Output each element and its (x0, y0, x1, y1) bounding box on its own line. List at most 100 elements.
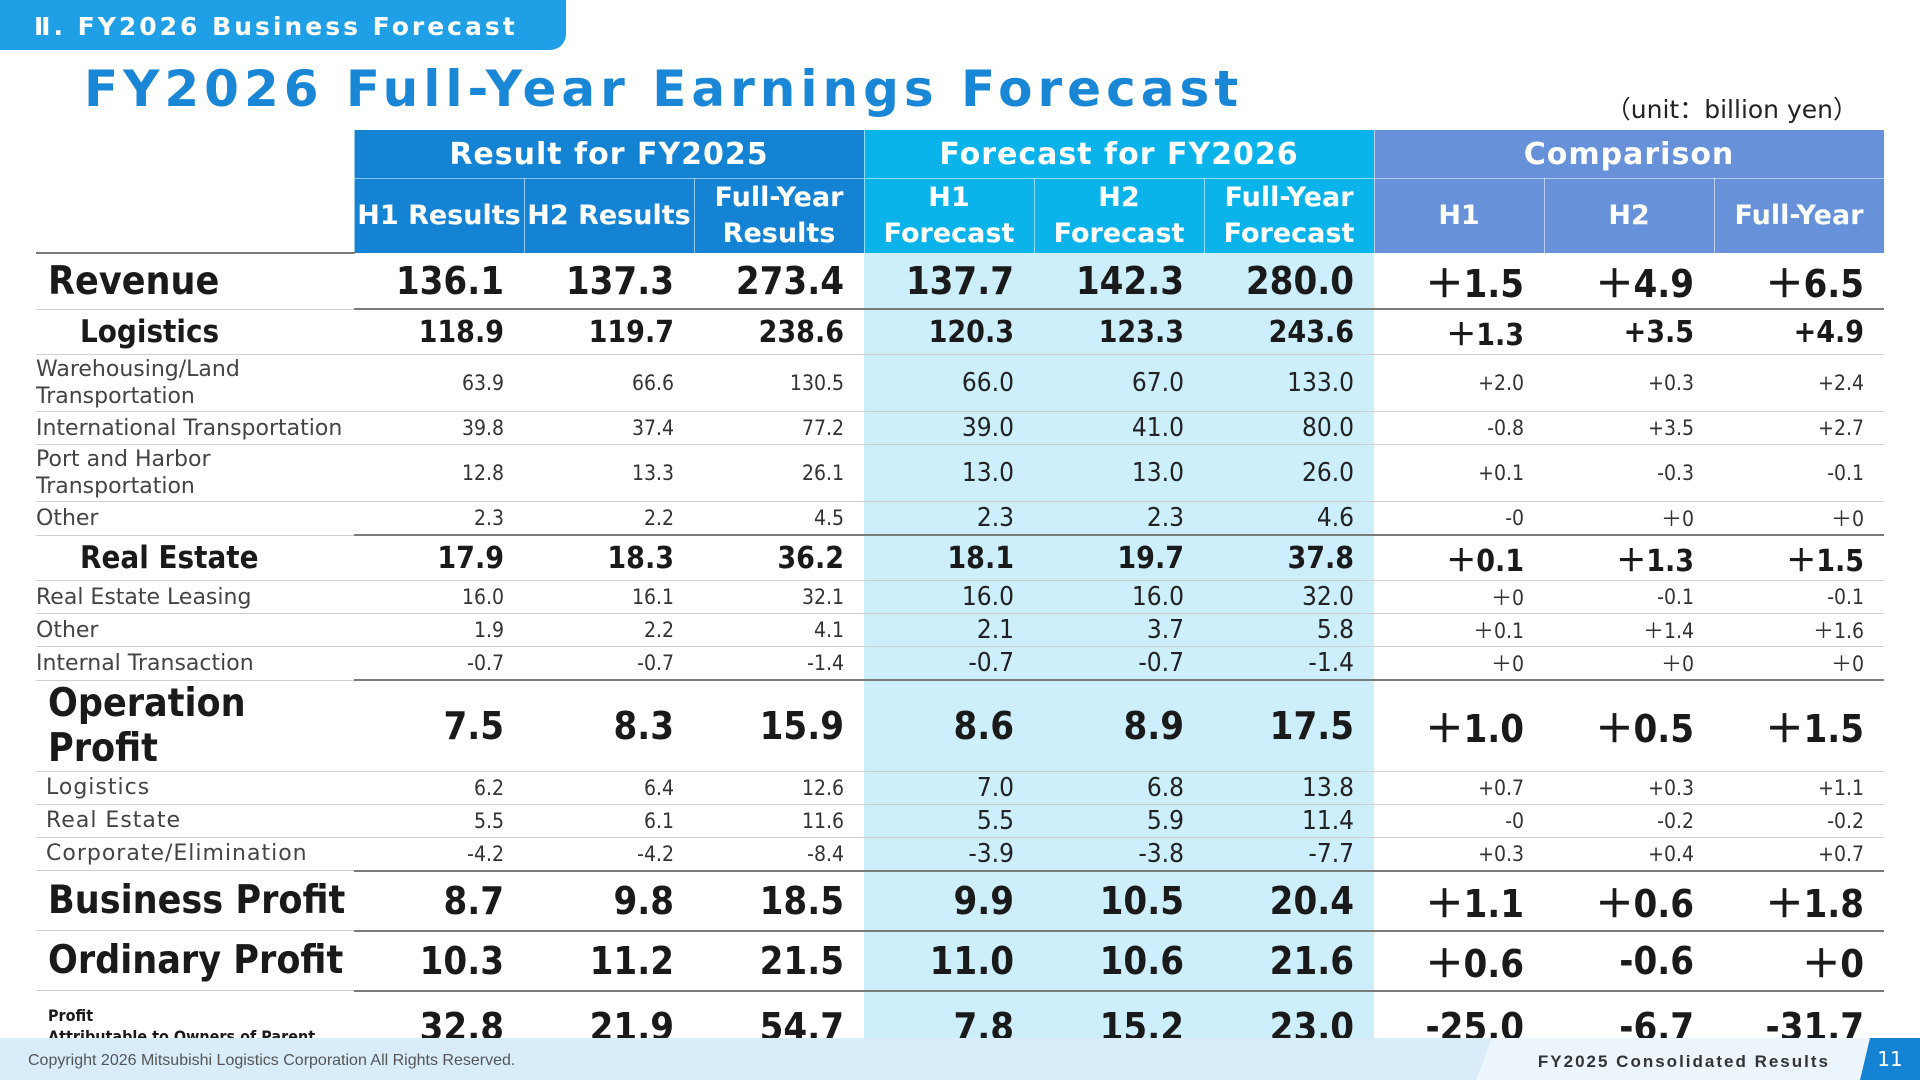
unit-label: （unit：billion yen） (1605, 95, 1858, 124)
value-cell: 19.7 (1034, 535, 1204, 581)
value-cell: 2.1 (864, 613, 1034, 647)
value-cell: 10.6 (1034, 930, 1204, 992)
value-cell: 17.5 (1204, 680, 1375, 772)
value-cell: 63.9 (354, 354, 524, 412)
value-cell: 13.3 (524, 444, 694, 502)
table-row: Corporate/Elimination -4.2 -4.2 -8.4 -3.9 -3.… (36, 837, 1885, 872)
value-cell: -0.1 (1544, 580, 1715, 614)
value-cell: 10.5 (1034, 870, 1204, 932)
value-cell: -0.7 (354, 646, 524, 681)
value-cell: 280.0 (1204, 253, 1375, 310)
value-cell: 16.0 (1034, 580, 1204, 614)
value-cell: 32.0 (1204, 580, 1375, 614)
value-cell: 7.0 (864, 771, 1034, 805)
value-cell: 8.6 (864, 680, 1034, 772)
value-cell: 2.2 (524, 501, 694, 536)
value-cell: 13.0 (1034, 444, 1204, 502)
table-row: Revenue 136.1 137.3 273.4 137.7 142.3 280.0 ＋1.… (36, 252, 1885, 310)
value-cell: ＋1.1 (1374, 870, 1545, 932)
value-cell: -1.4 (694, 646, 864, 681)
value-cell: 37.8 (1204, 535, 1375, 581)
value-cell: +1.1 (1714, 771, 1885, 805)
value-cell: +0.7 (1374, 771, 1545, 805)
value-cell: -0.7 (524, 646, 694, 681)
value-cell: ＋1.4 (1544, 613, 1715, 647)
value-cell: ＋4.9 (1544, 253, 1715, 310)
value-cell: 26.1 (694, 444, 864, 502)
table-row: Logistics 6.2 6.4 12.6 7.0 6.8 13.8 +0.7 +0.3 +1.… (36, 771, 1885, 805)
value-cell: +0.3 (1374, 837, 1545, 872)
sub-header-row: H1 Results H2 Results Full-Year Results H… (36, 178, 1885, 253)
row-label-line1: Profit (48, 1006, 94, 1025)
value-cell: ＋0.1 (1374, 613, 1545, 647)
value-cell: 41.0 (1034, 411, 1204, 445)
value-cell: 5.8 (1204, 613, 1375, 647)
group-header-forecast: Forecast for FY2026 (864, 130, 1375, 179)
value-cell: -4.2 (354, 837, 524, 872)
value-cell: 6.8 (1034, 771, 1204, 805)
value-cell: 18.1 (864, 535, 1034, 581)
value-cell: 36.2 (694, 535, 864, 581)
col-fy-forecast: Full-Year Forecast (1204, 178, 1375, 253)
group-header-row: Result for FY2025 Forecast for FY2026 Co… (36, 130, 1885, 253)
value-cell: +3.5 (1544, 411, 1715, 445)
table-row: Operation Profit 7.5 8.3 15.9 8.6 8.9 17.5 ＋1.0… (36, 680, 1885, 772)
value-cell: 3.7 (1034, 613, 1204, 647)
value-cell: ＋0.1 (1374, 535, 1545, 581)
table-row: Other 1.9 2.2 4.1 2.1 3.7 5.8 ＋0.1 ＋1.4 ＋1.6 (36, 613, 1885, 647)
section-label: Ⅱ. FY2026 Business Forecast (34, 12, 518, 41)
value-cell: 16.0 (354, 580, 524, 614)
row-label: Business Profit (36, 870, 354, 931)
value-cell: 118.9 (354, 309, 524, 355)
row-label: Internal Transaction (36, 646, 354, 681)
table-row: Ordinary Profit 10.3 11.2 21.5 11.0 10.6 21.6 ＋… (36, 930, 1885, 992)
col-h1-forecast-line1: H1 (928, 182, 970, 213)
value-cell: -3.8 (1034, 837, 1204, 872)
row-label: Logistics (36, 309, 354, 355)
value-cell: 142.3 (1034, 253, 1204, 310)
value-cell: 137.3 (524, 253, 694, 310)
value-cell: 1.9 (354, 613, 524, 647)
value-cell: 11.6 (694, 804, 864, 838)
value-cell: -0 (1374, 501, 1545, 536)
table-row: Real Estate 5.5 6.1 11.6 5.5 5.9 11.4 -0 -0.2 -0.… (36, 804, 1885, 838)
value-cell: 4.1 (694, 613, 864, 647)
value-cell: 66.6 (524, 354, 694, 412)
value-cell: 9.9 (864, 870, 1034, 932)
forecast-table: Result for FY2025 Forecast for FY2026 Co… (36, 130, 1885, 1062)
col-fy-forecast-line1: Full-Year (1224, 182, 1354, 213)
table-row: Real Estate 17.9 18.3 36.2 18.1 19.7 37.8 ＋0.1 ＋… (36, 535, 1885, 581)
value-cell: 119.7 (524, 309, 694, 355)
value-cell: 15.9 (694, 680, 864, 772)
value-cell: 16.0 (864, 580, 1034, 614)
value-cell: 5.9 (1034, 804, 1204, 838)
value-cell: 77.2 (694, 411, 864, 445)
value-cell: -0.3 (1544, 444, 1715, 502)
value-cell: 12.8 (354, 444, 524, 502)
value-cell: 2.3 (864, 501, 1034, 536)
value-cell: 16.1 (524, 580, 694, 614)
value-cell: 9.8 (524, 870, 694, 932)
col-h2-results: H2 Results (524, 178, 695, 253)
col-h1-forecast: H1 Forecast (864, 178, 1035, 253)
value-cell: ＋1.6 (1714, 613, 1885, 647)
row-label: Corporate/Elimination (36, 837, 354, 871)
value-cell: 238.6 (694, 309, 864, 355)
group-header-result: Result for FY2025 (354, 130, 865, 179)
value-cell: -3.9 (864, 837, 1034, 872)
row-label: Other (36, 501, 354, 536)
value-cell: +2.0 (1374, 354, 1545, 412)
footer-tab (1476, 1038, 1920, 1080)
table-row: Warehousing/Land Transportation 63.9 66.6 1… (36, 354, 1885, 412)
value-cell: +0.3 (1544, 354, 1715, 412)
row-label: Real Estate (36, 804, 354, 838)
value-cell: -0.1 (1714, 444, 1885, 502)
page-number: 11 (1860, 1038, 1920, 1080)
footer-title: FY2025 Consolidated Results (1537, 1052, 1830, 1071)
value-cell: 20.4 (1204, 870, 1375, 932)
value-cell: -7.7 (1204, 837, 1375, 872)
value-cell: +4.9 (1714, 309, 1885, 355)
value-cell: 137.7 (864, 253, 1034, 310)
value-cell: 243.6 (1204, 309, 1375, 355)
row-label: Warehousing/Land Transportation (36, 354, 354, 412)
